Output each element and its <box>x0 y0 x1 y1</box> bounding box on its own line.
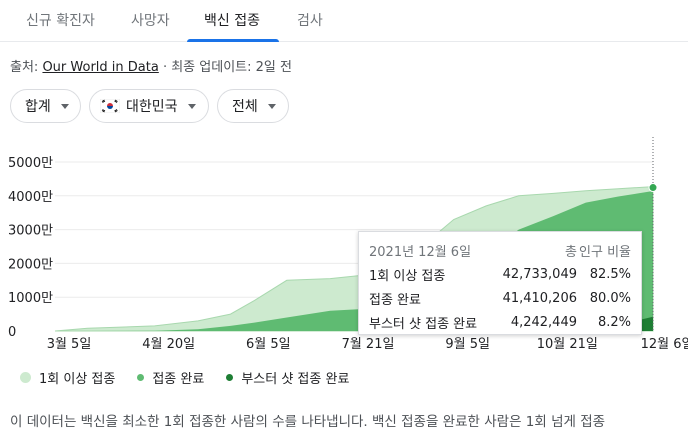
metric-dropdown[interactable]: 합계 <box>10 89 81 123</box>
legend-dot-icon <box>137 374 145 381</box>
active-tab-indicator <box>187 39 279 42</box>
korea-flag-icon <box>100 99 120 113</box>
x-tick-label: 4월 20일 <box>142 337 195 352</box>
source-updated: · 최종 업데이트: 2일 전 <box>162 60 292 75</box>
y-tick-label: 3000만 <box>8 224 53 239</box>
country-dropdown[interactable]: 대한민국 <box>89 89 209 123</box>
source-link[interactable]: Our World in Data <box>42 60 159 75</box>
y-tick-label: 1000만 <box>8 291 53 306</box>
y-tick-label: 2000만 <box>8 257 53 272</box>
chevron-down-icon <box>267 103 276 109</box>
tooltip-col-pct: 인구 비율 <box>579 244 631 260</box>
legend-item-full[interactable]: 접종 완료 <box>137 368 204 387</box>
tooltip-date: 2021년 12월 6일 <box>369 244 472 260</box>
x-tick-label: 3월 5일 <box>47 337 92 352</box>
legend-dot-icon <box>226 374 234 381</box>
legend-item-one-dose[interactable]: 1회 이상 접종 <box>20 368 115 387</box>
metric-dropdown-label: 합계 <box>25 99 51 115</box>
tooltip-row-label: 부스터 샷 접종 완료 <box>369 316 478 332</box>
legend-label: 부스터 샷 접종 완료 <box>241 372 350 387</box>
tooltip-row-total: 42,733,049 <box>502 266 577 282</box>
source-line: 출처: Our World in Data · 최종 업데이트: 2일 전 <box>10 56 292 75</box>
x-tick-label: 7월 21일 <box>342 337 395 352</box>
tab-new-cases[interactable]: 신규 확진자 <box>26 13 95 29</box>
tab-deaths[interactable]: 사망자 <box>131 13 170 29</box>
legend-label: 1회 이상 접종 <box>39 372 116 387</box>
hover-point-marker <box>648 183 658 193</box>
x-tick-label: 9월 5일 <box>445 337 490 352</box>
legend-dot-icon <box>20 372 31 383</box>
tab-bar: 신규 확진자 사망자 백신 접종 검사 <box>0 0 688 42</box>
chevron-down-icon <box>60 103 69 109</box>
x-tick-label: 6월 5일 <box>246 337 291 352</box>
x-tick-label: 10월 21일 <box>537 337 598 352</box>
tooltip-row-pct: 82.5% <box>589 266 631 282</box>
tooltip-row: 1회 이상 접종 42,733,049 82.5% <box>369 262 631 286</box>
chevron-down-icon <box>187 103 196 109</box>
legend-label: 접종 완료 <box>152 372 205 387</box>
tooltip-row-total: 4,242,449 <box>510 314 577 330</box>
range-dropdown[interactable]: 전체 <box>217 89 289 123</box>
tab-vaccination[interactable]: 백신 접종 <box>204 13 260 29</box>
chart-legend: 1회 이상 접종 접종 완료 부스터 샷 접종 완료 <box>20 368 371 387</box>
range-dropdown-label: 전체 <box>232 99 258 115</box>
legend-item-booster[interactable]: 부스터 샷 접종 완료 <box>226 368 349 387</box>
tooltip-row: 부스터 샷 접종 완료 4,242,449 8.2% <box>369 310 631 334</box>
source-prefix: 출처: <box>10 60 39 75</box>
y-tick-label: 0 <box>8 325 16 340</box>
tooltip-row-pct: 8.2% <box>597 314 631 330</box>
tooltip-row-label: 1회 이상 접종 <box>369 268 446 284</box>
tooltip-row-label: 접종 완료 <box>369 292 421 308</box>
tooltip-row-total: 41,410,206 <box>502 290 577 306</box>
chart-description: 이 데이터는 백신을 최소한 1회 접종한 사람의 수를 나타냅니다. 백신 접… <box>10 414 606 430</box>
tab-tests[interactable]: 검사 <box>297 13 323 29</box>
tooltip-row-pct: 80.0% <box>589 290 631 306</box>
tooltip-row: 접종 완료 41,410,206 80.0% <box>369 286 631 310</box>
y-tick-label: 5000만 <box>8 156 53 171</box>
y-tick-label: 4000만 <box>8 190 53 205</box>
country-dropdown-label: 대한민국 <box>126 99 178 115</box>
x-tick-label: 12월 6일 <box>641 337 688 352</box>
tooltip-col-total: 총 <box>565 244 577 260</box>
chart-tooltip: 2021년 12월 6일 총 인구 비율 1회 이상 접종 42,733,049… <box>358 231 642 335</box>
